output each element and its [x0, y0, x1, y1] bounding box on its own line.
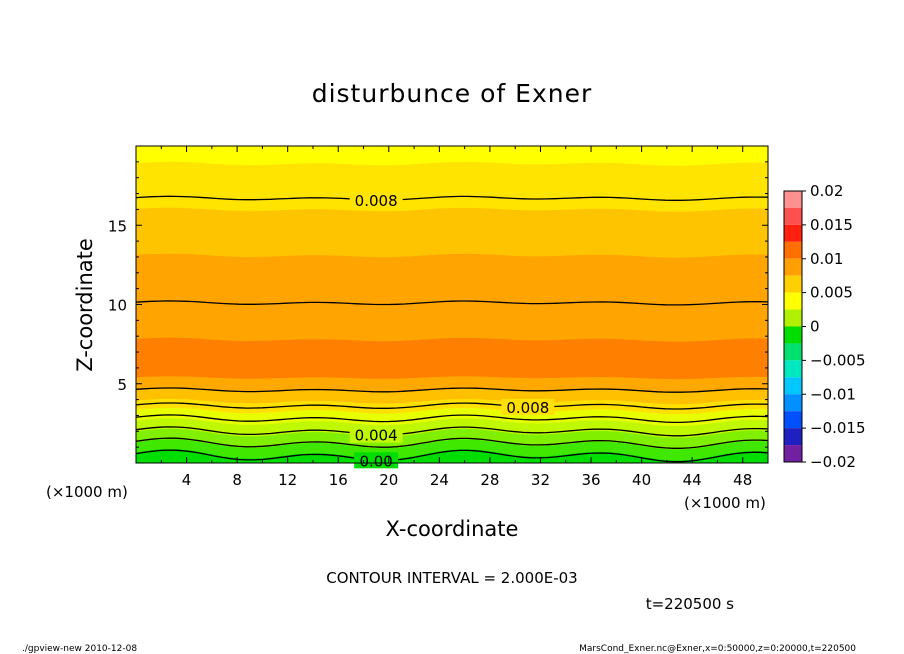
band-8 [135, 337, 769, 380]
band-10 [135, 207, 769, 258]
colorbar-bin-14 [784, 428, 802, 446]
x-tick-label-11: 48 [733, 471, 752, 489]
contour-line-0 [135, 449, 769, 463]
contour-label-0: 0.00 [359, 452, 392, 470]
x-axis-label: X-coordinate [386, 517, 519, 541]
contour-line-4 [135, 402, 769, 410]
x-tick-label-7: 32 [531, 471, 550, 489]
contour-label-2: 0.004 [355, 427, 398, 445]
colorbar-bin-9 [784, 343, 802, 361]
colorbar-bin-7 [784, 309, 802, 327]
x-axis-ticks: 4 8 12 16 20 24 28 32 36 40 44 48 [160, 146, 752, 489]
time-text: t=220500 s [646, 595, 734, 613]
contour-lines: 0.00 0.004 0.008 0.008 [135, 191, 769, 470]
contour-line-7 [135, 195, 769, 201]
colorbar-labels: 0.02 0.015 0.01 0.005 0 −0.005 −0.01 −0.015 −0.0… [802, 182, 866, 471]
colorbar-bin-1 [784, 207, 802, 225]
colorbar-bin-10 [784, 360, 802, 378]
colorbar-label-3: 0.005 [810, 284, 853, 302]
contour-label-bg-0 [354, 452, 399, 469]
colorbar-label-6: −0.01 [810, 385, 856, 403]
contour-line-1 [135, 437, 769, 449]
x-tick-label-2: 12 [278, 471, 297, 489]
contour-line-5 [135, 387, 769, 393]
colorbar-label-0: 0.02 [810, 182, 843, 200]
colorbar-label-7: −0.015 [810, 419, 866, 437]
plot-area [135, 145, 769, 464]
contour-label-bg-2 [349, 426, 403, 443]
contour-label-bg-7 [349, 191, 403, 208]
footer-left: ./gpview-new 2010-12-08 [22, 644, 137, 654]
x-unit-left: (×1000 m) [46, 483, 128, 501]
x-tick-label-4: 20 [379, 471, 398, 489]
x-tick-label-1: 8 [232, 471, 242, 489]
x-tick-label-6: 28 [480, 471, 499, 489]
chart-title: disturbunce of Exner [312, 79, 593, 108]
y-tick-label-2: 15 [108, 217, 127, 235]
colorbar-label-5: −0.005 [810, 351, 866, 369]
colorbar-bin-11 [784, 377, 802, 395]
band-11 [135, 161, 769, 212]
contour-label-7: 0.008 [355, 192, 398, 210]
colorbar-label-8: −0.02 [810, 453, 856, 471]
y-tick-label-0: 5 [117, 376, 127, 394]
contour-line-6 [135, 300, 769, 306]
colorbar-bin-8 [784, 326, 802, 344]
y-tick-label-1: 10 [108, 297, 127, 315]
colorbar-bin-2 [784, 224, 802, 242]
x-unit-right: (×1000 m) [684, 494, 766, 512]
colorbar-bin-15 [784, 445, 802, 462]
colorbar-bin-0 [784, 191, 802, 208]
x-tick-label-8: 36 [581, 471, 600, 489]
contour-line-2 [135, 426, 769, 437]
x-tick-label-10: 44 [683, 471, 702, 489]
contour-line-3 [135, 414, 769, 424]
colorbar-bin-5 [784, 275, 802, 293]
colorbar-bin-4 [784, 258, 802, 276]
colorbar-bin-3 [784, 241, 802, 259]
colorbar-bin-6 [784, 292, 802, 310]
colorbar-bin-12 [784, 394, 802, 412]
band-9 [135, 253, 769, 342]
contour-interval-text: CONTOUR INTERVAL = 2.000E-03 [326, 569, 577, 587]
x-tick-label-5: 24 [430, 471, 449, 489]
x-tick-label-3: 16 [329, 471, 348, 489]
colorbar-bin-13 [784, 411, 802, 429]
colorbar-label-2: 0.01 [810, 250, 843, 268]
y-axis-ticks: 5 10 15 [108, 161, 768, 448]
footer-right: MarsCond_Exner.nc@Exner,x=0:50000,z=0:20… [579, 644, 856, 654]
colorbar-label-4: 0 [810, 318, 820, 336]
colorbar-label-1: 0.015 [810, 216, 853, 234]
y-axis-label: Z-coordinate [73, 238, 97, 372]
x-tick-label-9: 40 [632, 471, 651, 489]
contour-label-4: 0.008 [506, 399, 549, 417]
colorbar [784, 191, 802, 462]
contour-label-bg-4 [501, 398, 555, 415]
x-tick-label-0: 4 [182, 471, 192, 489]
